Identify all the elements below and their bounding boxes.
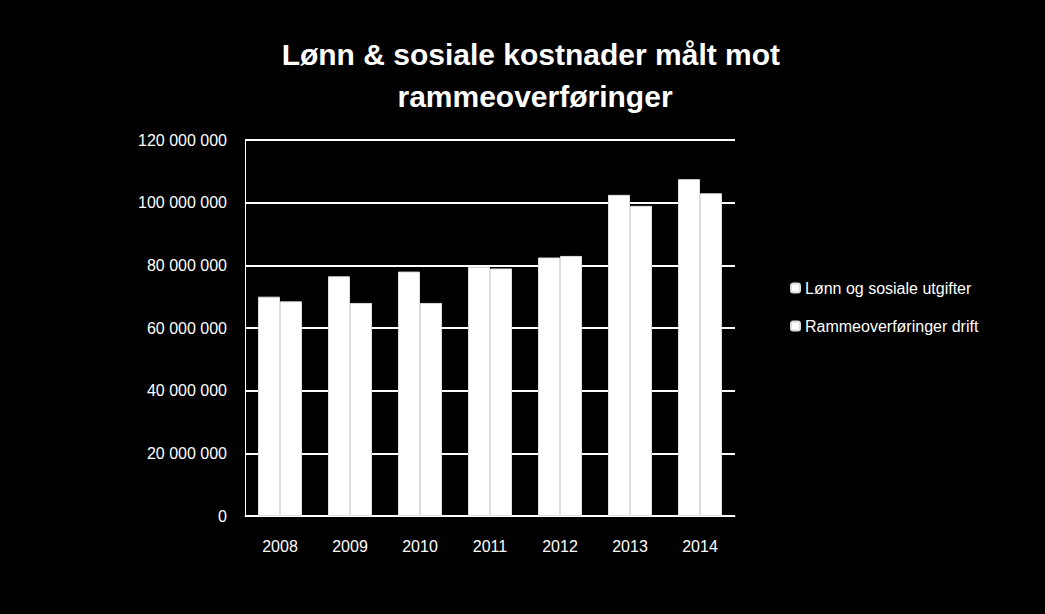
svg-text:0: 0 [218,508,227,525]
svg-text:20 000 000: 20 000 000 [147,445,227,462]
svg-text:Rammeoverføringer drift: Rammeoverføringer drift [805,318,979,335]
svg-text:2011: 2011 [473,538,508,555]
svg-text:2012: 2012 [542,538,578,555]
svg-text:60 000 000: 60 000 000 [147,320,227,337]
svg-text:2010: 2010 [402,538,438,555]
svg-text:2009: 2009 [332,538,368,555]
svg-text:2013: 2013 [612,538,648,555]
svg-text:rammeoverføringer: rammeoverføringer [397,80,672,113]
svg-text:2014: 2014 [682,538,718,555]
svg-text:120 000 000: 120 000 000 [138,132,227,149]
svg-text:2008: 2008 [262,538,298,555]
svg-text:Lønn & sosiale kostnader målt: Lønn & sosiale kostnader målt mot [282,38,789,71]
svg-text:100 000 000: 100 000 000 [138,194,227,211]
svg-text:80 000 000: 80 000 000 [147,257,227,274]
svg-text:Lønn og sosiale utgifter: Lønn og sosiale utgifter [805,280,972,297]
svg-text:40 000 000: 40 000 000 [147,382,227,399]
